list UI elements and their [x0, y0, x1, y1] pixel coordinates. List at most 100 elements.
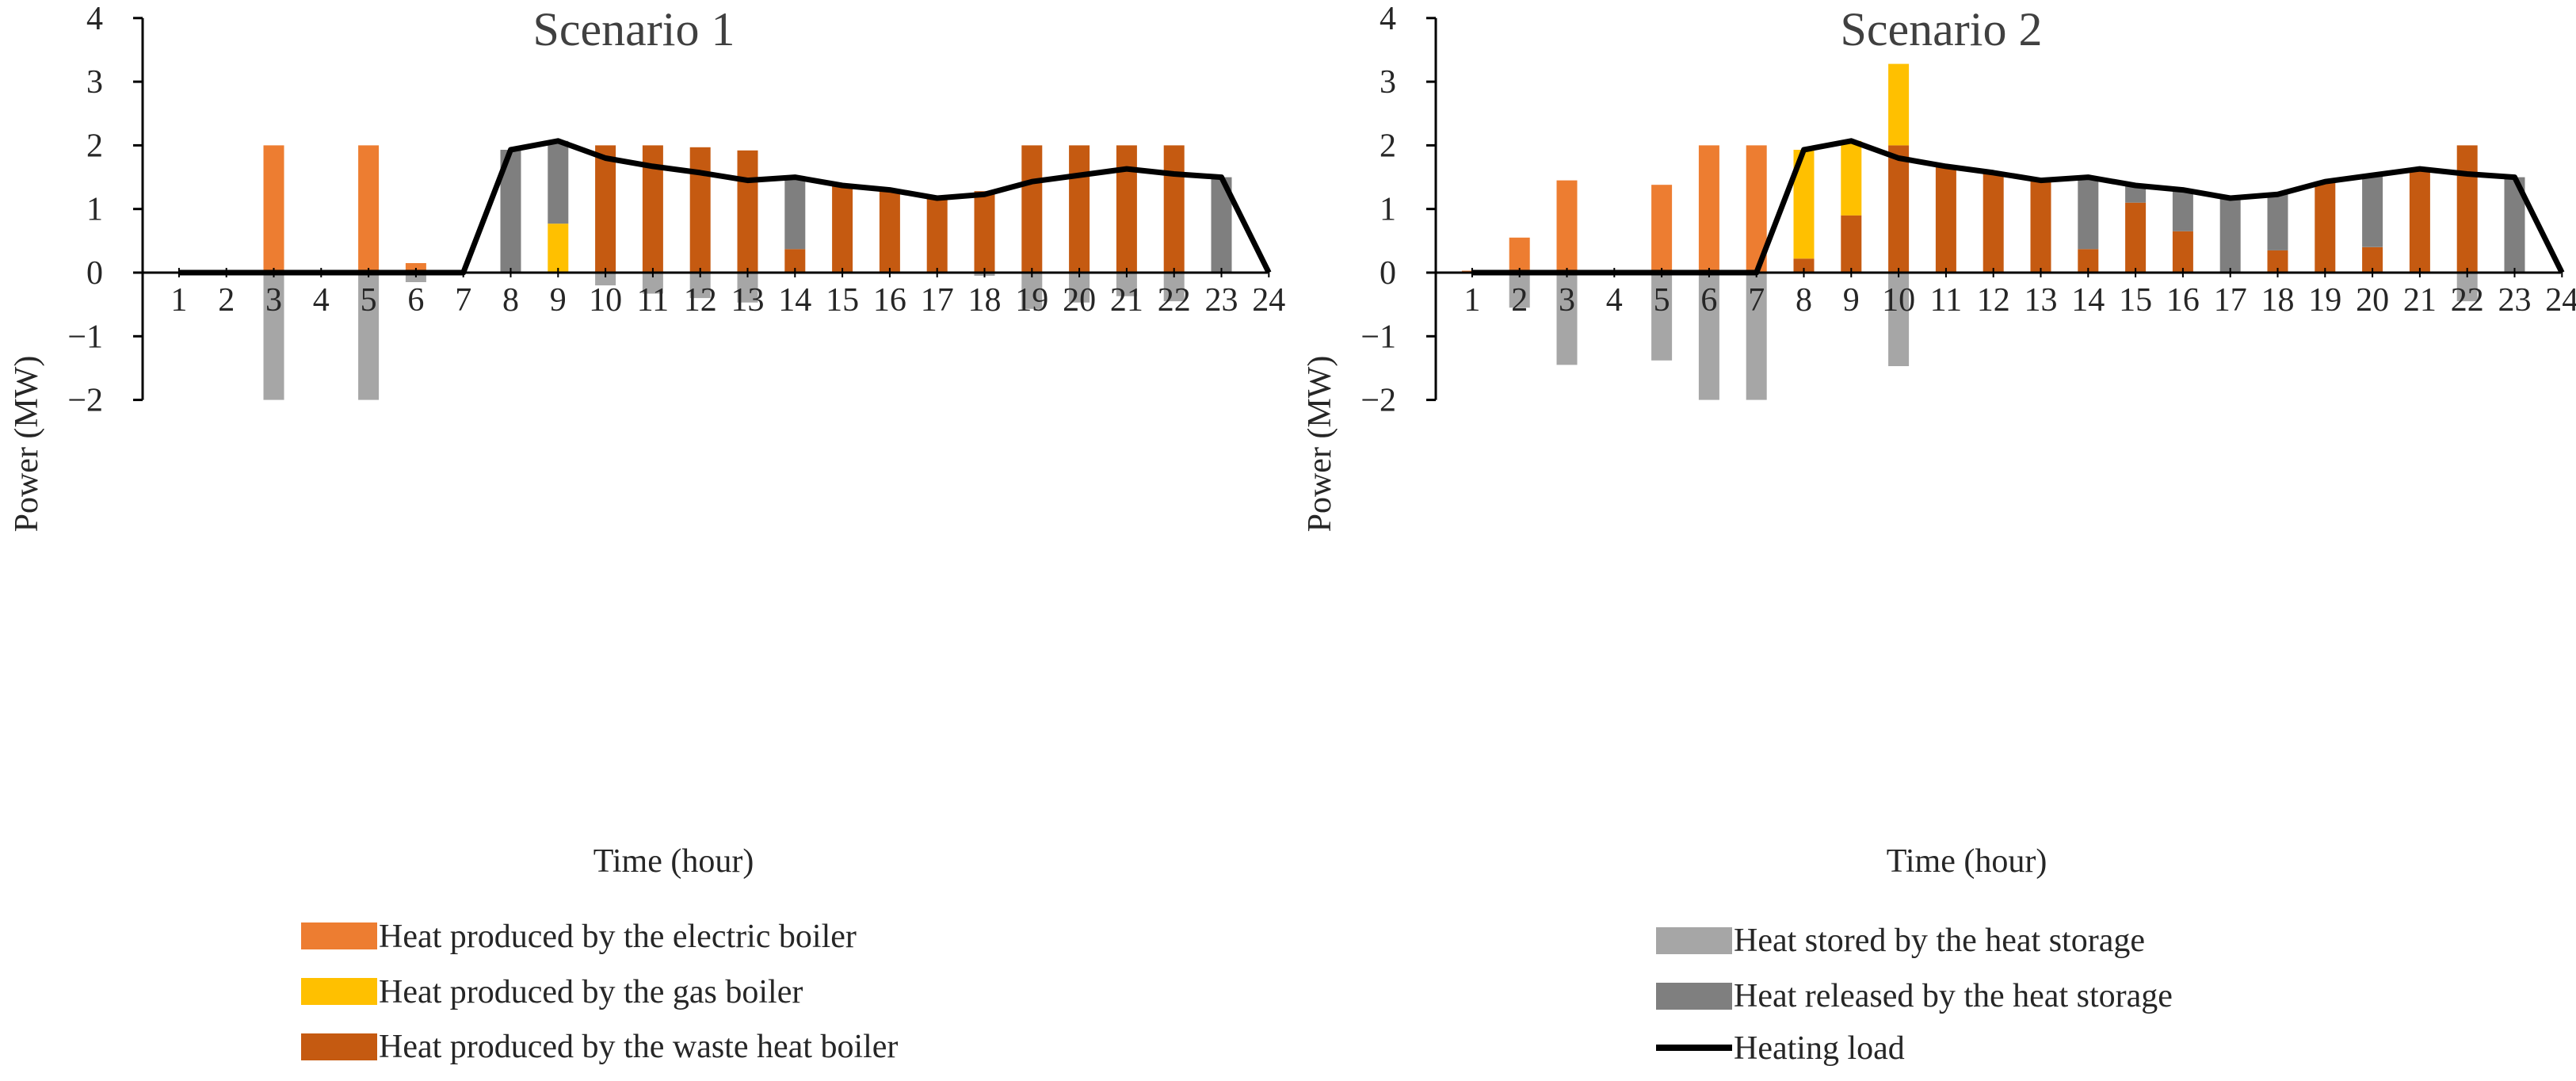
x-tick-label: 9 [550, 282, 567, 319]
x-tick-label: 14 [778, 282, 811, 319]
heating-load-line [178, 138, 1272, 276]
bar-waste-hour-18 [974, 191, 995, 273]
x-tick-label: 1 [170, 282, 187, 319]
bar-waste-hour-10 [1888, 145, 1910, 273]
bar-waste-hour-20 [1069, 145, 1090, 273]
x-tick-label: 3 [1559, 282, 1575, 319]
x-tick-label: 4 [313, 282, 330, 319]
bar-gas-hour-9 [1841, 140, 1862, 216]
y-tick-label: 0 [1380, 255, 1396, 292]
bar-waste-hour-13 [2030, 180, 2051, 273]
x-tick-label: 23 [1205, 282, 1238, 319]
y-tick-label: −1 [1361, 319, 1396, 355]
bar-stored-hour-6 [1698, 273, 1719, 400]
bar-stored-hour-10 [595, 273, 616, 286]
bar-stored-hour-5 [358, 273, 380, 400]
legend-item-stored: Heat stored by the heat storage [1656, 922, 2145, 959]
x-tick-label: 8 [502, 282, 519, 319]
x-tick-label: 22 [2451, 282, 2484, 319]
x-tick-label: 6 [1700, 282, 1717, 319]
bar-stored-hour-13 [737, 273, 758, 303]
bar-stored-hour-22 [2456, 273, 2478, 302]
bar-waste-hour-12 [1983, 172, 2004, 273]
x-tick-label: 16 [873, 282, 906, 319]
legend-swatch-electric [301, 922, 377, 949]
bar-waste-hour-8 [1793, 258, 1815, 273]
bar-waste-hour-19 [1021, 145, 1043, 273]
bar-stored-hour-5 [1651, 273, 1673, 361]
bar-electric-hour-5 [358, 145, 380, 273]
legend-swatch-stored [1656, 927, 1732, 954]
legend-item-load: Heating load [1656, 1030, 1905, 1067]
bar-stored-hour-19 [1021, 273, 1043, 309]
y-tick-label: 3 [1380, 64, 1396, 101]
x-tick-label: 21 [1110, 282, 1143, 319]
x-tick-label: 20 [1063, 282, 1096, 319]
x-tick-label: 16 [2166, 282, 2200, 319]
x-tick-label: 19 [1015, 282, 1048, 319]
x-tick-label: 18 [2261, 282, 2295, 319]
x-tick-label: 3 [265, 282, 282, 319]
legend-label-waste: Heat produced by the waste heat boiler [379, 1029, 898, 1065]
legend-label-stored: Heat stored by the heat storage [1734, 922, 2145, 959]
x-tick-label: 4 [1606, 282, 1623, 319]
bar-stored-hour-22 [1163, 273, 1185, 302]
x-tick-label: 6 [407, 282, 424, 319]
bar-released-hour-15 [2125, 185, 2147, 203]
x-tick-label: 24 [1252, 282, 1285, 319]
x-tick-label: 20 [2356, 282, 2389, 319]
bar-waste-hour-22 [1163, 145, 1185, 273]
x-tick-label: 12 [684, 282, 717, 319]
y-tick-label: −2 [1361, 383, 1396, 419]
legend-swatch-released [1656, 983, 1732, 1010]
bar-electric-hour-2 [1509, 237, 1530, 273]
x-tick-label: 24 [2545, 282, 2576, 319]
x-tick-label: 2 [218, 282, 235, 319]
bar-waste-hour-10 [595, 145, 616, 273]
legend-swatch-waste [301, 1033, 377, 1060]
y-tick-label: 4 [86, 1, 103, 37]
legend-right: Heat stored by the heat storage Heat rel… [1656, 922, 2173, 1067]
y-axis-title: Power (MW) [9, 356, 45, 533]
x-tick-label: 8 [1796, 282, 1812, 319]
x-tick-label: 15 [2119, 282, 2152, 319]
x-tick-label: 5 [1654, 282, 1670, 319]
x-tick-label: 22 [1158, 282, 1191, 319]
legend-label-electric: Heat produced by the electric boiler [379, 919, 857, 955]
bar-electric-hour-3 [1556, 180, 1578, 273]
legend-item-waste: Heat produced by the waste heat boiler [301, 1029, 898, 1065]
x-tick-label: 11 [637, 282, 669, 319]
bar-released-hour-14 [2078, 177, 2099, 250]
legend-label-load: Heating load [1734, 1030, 1905, 1067]
y-axis-title: Power (MW) [1302, 356, 1338, 533]
x-tick-label: 13 [731, 282, 765, 319]
y-tick-label: 1 [86, 192, 103, 228]
bar-waste-hour-16 [879, 189, 900, 273]
bar-waste-hour-17 [926, 198, 948, 273]
x-tick-label: 5 [361, 282, 377, 319]
bar-stored-hour-3 [1556, 273, 1578, 365]
bar-electric-hour-6 [1698, 145, 1719, 273]
bar-waste-hour-19 [2315, 181, 2336, 273]
x-tick-label: 14 [2071, 282, 2105, 319]
bar-released-hour-20 [2362, 175, 2383, 247]
x-tick-label: 13 [2025, 282, 2058, 319]
bar-stored-hour-3 [263, 273, 284, 400]
bar-gas-hour-10 [1888, 63, 1910, 146]
legend-item-released: Heat released by the heat storage [1656, 978, 2173, 1014]
bar-waste-hour-22 [2456, 145, 2478, 273]
bar-gas-hour-9 [548, 223, 569, 273]
y-tick-label: 2 [1380, 128, 1396, 164]
bar-waste-hour-9 [1841, 215, 1862, 273]
x-tick-label: 12 [1977, 282, 2010, 319]
chart-title: Scenario 1 [533, 3, 735, 55]
bar-electric-hour-5 [1651, 185, 1673, 273]
x-tick-label: 17 [2214, 282, 2247, 319]
y-tick-label: 3 [86, 64, 103, 101]
x-tick-label: 1 [1464, 282, 1480, 319]
x-axis-title: Time (hour) [1887, 843, 2047, 880]
x-tick-label: 9 [1843, 282, 1860, 319]
